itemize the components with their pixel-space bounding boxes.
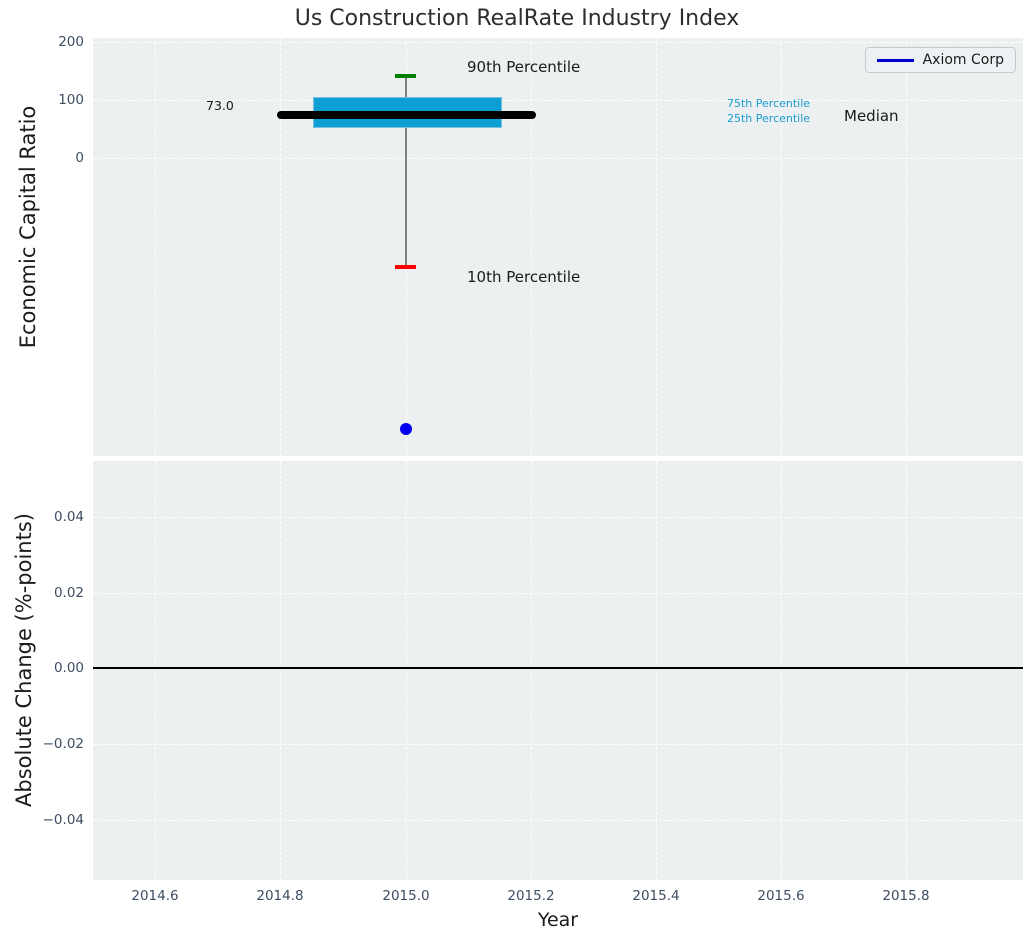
xtick-label: 2014.6: [131, 888, 179, 904]
median-value-label: 73.0: [206, 98, 234, 113]
bottom-y-axis-label: Absolute Change (%-points): [12, 513, 36, 807]
median-annotation: Median: [844, 107, 899, 125]
ytick-label: 0.00: [53, 660, 84, 676]
p90-annotation: 90th Percentile: [467, 58, 581, 76]
gridline-vertical: [656, 38, 657, 456]
legend: Axiom Corp: [864, 47, 1016, 73]
gridline-vertical: [280, 38, 281, 456]
gridline-vertical: [155, 461, 156, 880]
gridline-vertical: [906, 38, 907, 456]
zero-reference-line: [93, 667, 1023, 669]
gridline-horizontal: [93, 100, 1023, 101]
gridline-horizontal: [93, 42, 1023, 43]
legend-line-swatch: [876, 58, 914, 62]
ytick-label: −0.04: [42, 812, 84, 828]
p10-marker: [395, 265, 416, 269]
median-line: [277, 111, 536, 119]
x-axis-label: Year: [537, 909, 579, 931]
gridline-horizontal: [93, 820, 1023, 821]
gridline-vertical: [781, 461, 782, 880]
whisker-line: [405, 76, 407, 268]
xtick-label: 2014.8: [256, 888, 304, 904]
xtick-label: 2015.8: [882, 888, 930, 904]
gridline-horizontal: [93, 593, 1023, 594]
top-axes: 73.0 90th Percentile 75th Percentile 25t…: [93, 38, 1023, 456]
xtick-label: 2015.6: [757, 888, 805, 904]
xtick-label: 2015.2: [507, 888, 555, 904]
ytick-label: 100: [58, 92, 84, 108]
top-y-axis-label: Economic Capital Ratio: [16, 105, 40, 349]
gridline-vertical: [406, 461, 407, 880]
p25-annotation: 25th Percentile: [727, 112, 811, 125]
p90-marker: [395, 74, 416, 78]
axiom-corp-point: [400, 423, 412, 435]
ytick-label: 0.04: [53, 509, 84, 525]
ytick-label: 0: [75, 150, 84, 166]
bottom-axes: [93, 461, 1023, 880]
gridline-horizontal: [93, 517, 1023, 518]
gridline-vertical: [155, 38, 156, 456]
ytick-label: 0.02: [53, 585, 84, 601]
ytick-label: −0.02: [42, 736, 84, 752]
gridline-vertical: [781, 38, 782, 456]
p10-annotation: 10th Percentile: [467, 268, 581, 286]
ytick-label: 200: [58, 34, 84, 50]
chart-title: Us Construction RealRate Industry Index: [294, 6, 740, 31]
gridline-vertical: [280, 461, 281, 880]
gridline-horizontal: [93, 744, 1023, 745]
xtick-label: 2015.0: [382, 888, 430, 904]
xtick-label: 2015.4: [632, 888, 680, 904]
legend-label: Axiom Corp: [922, 52, 1004, 68]
gridline-vertical: [906, 461, 907, 880]
gridline-vertical: [531, 461, 532, 880]
p75-annotation: 75th Percentile: [727, 97, 811, 110]
gridline-vertical: [656, 461, 657, 880]
gridline-horizontal: [93, 158, 1023, 159]
gridline-vertical: [531, 38, 532, 456]
